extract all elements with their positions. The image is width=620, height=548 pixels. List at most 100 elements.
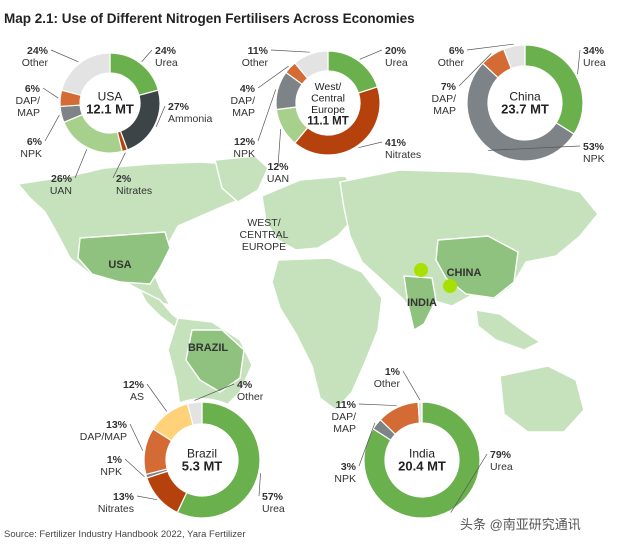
- donut-center-label: Europe: [311, 104, 345, 116]
- source-note: Source: Fertilizer Industry Handbook 202…: [4, 529, 246, 540]
- leader-line: [270, 49, 310, 53]
- slice-name-label: Other: [438, 57, 465, 69]
- slice-other: [294, 50, 329, 80]
- donut-center-label: China: [509, 90, 541, 104]
- slice-value-label: 4%: [240, 83, 256, 95]
- map-label-india: INDIA: [407, 297, 437, 309]
- map-label-europe: EUROPE: [242, 241, 286, 253]
- donut-brazil: 57%Urea13%Nitrates1%NPK13%DAP/MAP12%AS4%…: [80, 379, 285, 522]
- donut-usa: 24%Urea27%Ammonia2%Nitrates26%UAN6%NPK6%…: [15, 45, 212, 197]
- land-europe: [261, 175, 361, 251]
- slice-value-label: 12%: [123, 379, 145, 391]
- leader-line: [146, 383, 168, 412]
- donut-center-label: 11.1 MT: [307, 115, 349, 127]
- slice-name-label: Urea: [155, 57, 178, 69]
- slice-value-label: 4%: [237, 379, 253, 391]
- leader-line: [124, 458, 145, 477]
- slice-name-label: DAP/: [331, 411, 356, 423]
- land-greenland: [214, 155, 269, 203]
- land-brazil: [185, 329, 245, 393]
- donut-center-label: USA: [98, 90, 123, 104]
- leader-line: [74, 149, 88, 179]
- slice-other: [417, 401, 423, 424]
- leader-line: [402, 370, 421, 401]
- map-label-europe: WEST/: [247, 217, 280, 229]
- slice-value-label: 79%: [490, 449, 512, 461]
- slice-name-label: NPK: [334, 473, 356, 485]
- slice-name-label: Ammonia: [168, 113, 213, 125]
- slice-name-label: MAP: [333, 423, 356, 435]
- slice-name-label: DAP/: [230, 95, 255, 107]
- slice-urea: [176, 401, 261, 519]
- leader-line: [194, 383, 235, 401]
- leader-line: [129, 423, 144, 451]
- slice-value-label: 57%: [262, 491, 284, 503]
- leader-line: [488, 145, 581, 151]
- leader-line: [50, 49, 79, 63]
- slice-value-label: 6%: [449, 45, 465, 57]
- leader-line: [358, 403, 397, 406]
- slice-other: [186, 401, 203, 426]
- leader-line: [258, 473, 261, 497]
- slice-name-label: Other: [22, 57, 49, 69]
- leader-line: [155, 105, 166, 128]
- slice-urea: [363, 401, 481, 519]
- map-label-europe: CENTRAL: [239, 229, 288, 241]
- land-usa: [77, 231, 171, 285]
- slice-value-label: 20%: [385, 45, 407, 57]
- slice-name-label: Urea: [262, 503, 285, 515]
- donut-center-label: 5.3 MT: [182, 459, 223, 474]
- leader-line: [257, 65, 289, 89]
- land-southeast-asia: [475, 309, 542, 351]
- slice-value-label: 6%: [27, 136, 43, 148]
- donut-west-central-europe: 20%Urea41%Nitrates12%UAN12%NPK4%DAP/MAP1…: [230, 45, 421, 185]
- watermark: 头条 @南亚研究通讯: [460, 517, 581, 532]
- slice-value-label: 27%: [168, 101, 190, 113]
- slice-name-label: MAP: [433, 105, 456, 117]
- slice-nitrates: [294, 86, 381, 156]
- slice-name-label: Other: [237, 391, 264, 403]
- leader-line: [358, 422, 376, 467]
- slice-name-label: Nitrates: [116, 185, 152, 197]
- slice-value-label: 41%: [385, 137, 407, 149]
- slice-name-label: DAP/: [431, 93, 456, 105]
- slice-value-label: 12%: [234, 136, 256, 148]
- slice-name-label: Other: [242, 57, 269, 69]
- map-label-brazil: BRAZIL: [188, 342, 229, 354]
- slice-value-label: 13%: [113, 491, 135, 503]
- slice-npk: [466, 62, 575, 162]
- slice-name-label: AS: [130, 391, 144, 403]
- slice-value-label: 6%: [25, 83, 41, 95]
- slice-name-label: UAN: [267, 173, 289, 185]
- leader-line: [42, 87, 59, 99]
- slice-name-label: MAP: [232, 107, 255, 119]
- leader-line: [358, 141, 383, 149]
- slice-name-label: MAP: [17, 107, 40, 119]
- donut-center-label: West/: [315, 81, 342, 93]
- slice-name-label: UAN: [50, 185, 72, 197]
- slice-name-label: NPK: [583, 153, 605, 165]
- donut-center-label: Brazil: [187, 447, 217, 461]
- slice-name-label: NPK: [20, 148, 42, 160]
- slice-name-label: Nitrates: [385, 149, 421, 161]
- leader-line: [112, 152, 126, 179]
- land-africa: [271, 257, 383, 411]
- donut-center-label: 12.1 MT: [86, 102, 134, 117]
- slice-name-label: Other: [374, 378, 401, 390]
- slice-name-label: DAP/MAP: [80, 431, 127, 443]
- land-australia: [499, 365, 585, 433]
- slice-value-label: 26%: [51, 173, 73, 185]
- donut-center-label: India: [409, 447, 435, 461]
- leader-line: [359, 49, 383, 60]
- land-china: [435, 235, 519, 299]
- slice-value-label: 11%: [336, 399, 357, 411]
- slice-other: [60, 52, 111, 97]
- donut-center-label: 23.7 MT: [501, 102, 549, 117]
- leader-line: [141, 49, 153, 63]
- slice-name-label: NPK: [233, 148, 255, 160]
- leader-line: [577, 49, 581, 75]
- slice-value-label: 12%: [267, 161, 289, 173]
